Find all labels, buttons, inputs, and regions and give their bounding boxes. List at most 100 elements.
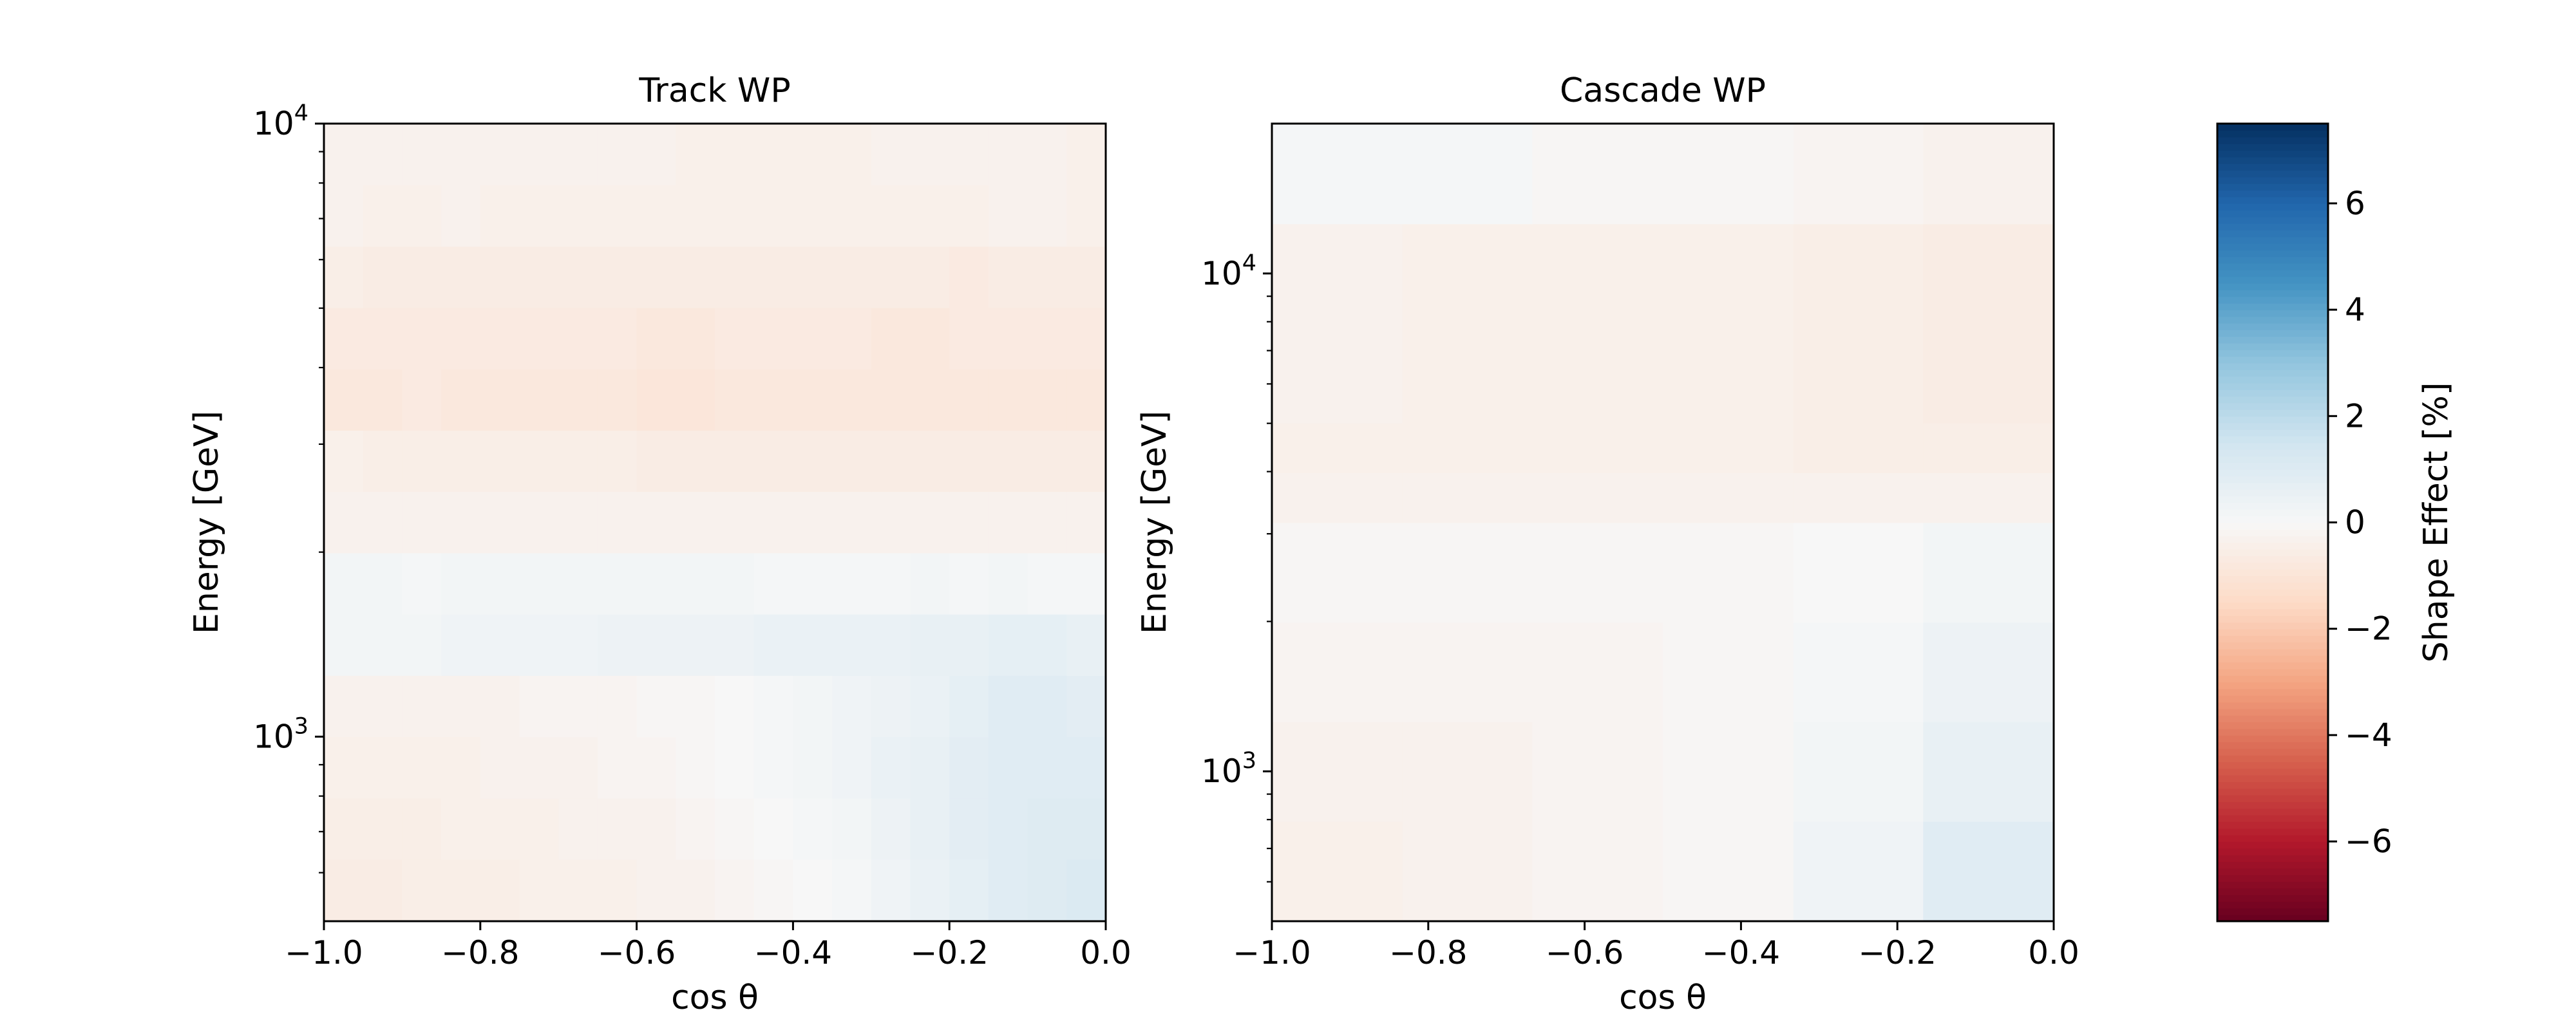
heatmap-cell xyxy=(1402,422,1533,473)
heatmap-cell xyxy=(1066,798,1106,860)
heatmap-cell xyxy=(1793,223,1924,424)
heatmap-cell xyxy=(793,613,833,676)
colorbar-segment xyxy=(2217,502,2328,510)
heatmap-cell xyxy=(519,552,559,615)
heatmap-cell xyxy=(1532,522,1663,623)
heatmap-cell xyxy=(871,246,911,308)
colorbar-segment xyxy=(2217,868,2328,876)
colorbar-segment xyxy=(2217,568,2328,576)
x-tick-label-0: −1.0 xyxy=(285,934,363,971)
colorbar-segment xyxy=(2217,588,2328,596)
heatmap-cell xyxy=(1923,223,2054,424)
heatmap-cell xyxy=(597,859,638,922)
y-axis-label: Energy [GeV] xyxy=(187,411,226,634)
colorbar-segment xyxy=(2217,582,2328,590)
colorbar-segment xyxy=(2217,442,2328,450)
colorbar-segment xyxy=(2217,688,2328,696)
heatmap-cell xyxy=(1923,124,2054,225)
colorbar-segment xyxy=(2217,469,2328,477)
heatmap-cell xyxy=(363,491,403,554)
heatmap-cell xyxy=(949,185,989,247)
heatmap-cell xyxy=(988,798,1028,860)
colorbar-segment xyxy=(2217,476,2328,483)
heatmap-cell xyxy=(1402,821,1533,922)
heatmap-cell xyxy=(871,613,911,676)
heatmap-cell xyxy=(480,368,520,431)
cascade-wp-panel: −1.0 −0.8 −0.6 −0.4 −0.2 0.0 103 104 Cascade WP c… xyxy=(1135,71,2079,1017)
x-tick-label-10: 0.0 xyxy=(1080,934,1132,971)
colorbar-segment xyxy=(2217,456,2328,464)
colorbar-segment xyxy=(2217,323,2328,330)
heatmap-cell xyxy=(715,491,755,554)
heatmap-cell xyxy=(793,859,833,922)
heatmap-cell xyxy=(519,675,559,738)
heatmap-cell xyxy=(480,491,520,554)
heatmap-cell xyxy=(676,246,715,308)
heatmap-cell xyxy=(1066,246,1106,308)
heatmap-cell xyxy=(558,368,598,431)
colorbar-segment xyxy=(2217,622,2328,630)
heatmap-cell xyxy=(597,675,638,738)
colorbar-segment xyxy=(2217,356,2328,364)
heatmap-cell xyxy=(753,552,794,615)
heatmap-cell xyxy=(402,613,442,676)
colorbar-tick-label: −2 xyxy=(2345,610,2392,648)
colorbar-segment xyxy=(2217,675,2328,683)
colorbar-segment xyxy=(2217,668,2328,676)
heatmap-cell xyxy=(1793,422,1924,473)
y-tick-label-1e4: 104 xyxy=(253,100,308,142)
heatmap-cells xyxy=(324,124,1106,922)
heatmap-cell xyxy=(441,185,481,247)
heatmap-cell xyxy=(949,736,989,799)
heatmap-cell xyxy=(1066,859,1106,922)
heatmap-cell xyxy=(910,552,950,615)
colorbar-segment xyxy=(2217,908,2328,915)
colorbar-segment xyxy=(2217,768,2328,776)
heatmap-cell xyxy=(558,124,598,186)
y-axis-label: Energy [GeV] xyxy=(1135,411,1174,634)
heatmap-cell xyxy=(324,613,364,676)
heatmap-cell xyxy=(1027,124,1068,186)
heatmap-cell xyxy=(324,246,364,308)
colorbar-segment xyxy=(2217,542,2328,550)
colorbar-segment xyxy=(2217,728,2328,736)
colorbar-segment xyxy=(2217,136,2328,144)
heatmap-cell xyxy=(558,185,598,247)
x-tick-label-10: 0.0 xyxy=(2028,934,2079,971)
colorbar-segment xyxy=(2217,402,2328,410)
heatmap-cell xyxy=(753,185,794,247)
heatmap-cell xyxy=(1532,721,1663,822)
heatmap-cell xyxy=(793,736,833,799)
heatmap-cell xyxy=(1793,821,1924,922)
heatmap-cell xyxy=(949,430,989,492)
axes-frame xyxy=(1271,122,2055,922)
heatmap-cell xyxy=(988,246,1028,308)
heatmap-cell xyxy=(441,491,481,554)
heatmap-cell xyxy=(636,307,677,370)
heatmap-cell xyxy=(793,246,833,308)
heatmap-cell xyxy=(1663,473,1794,523)
heatmap-cell xyxy=(910,124,950,186)
heatmap-cell xyxy=(1402,721,1533,822)
heatmap-cell xyxy=(558,246,598,308)
heatmap-cell xyxy=(519,368,559,431)
colorbar-segment xyxy=(2217,735,2328,743)
heatmap-cell xyxy=(988,736,1028,799)
heatmap-cell xyxy=(1066,491,1106,554)
heatmap-cell xyxy=(832,613,872,676)
heatmap-cell xyxy=(832,185,872,247)
heatmap-cell xyxy=(1027,736,1068,799)
heatmap-cell xyxy=(480,798,520,860)
heatmap-cell xyxy=(480,613,520,676)
heatmap-cell xyxy=(363,368,403,431)
colorbar-segment xyxy=(2217,256,2328,264)
heatmap-cell xyxy=(1027,552,1068,615)
colorbar-segment xyxy=(2217,655,2328,663)
heatmap-cell xyxy=(949,491,989,554)
heatmap-cell xyxy=(1027,307,1068,370)
colorbar-segment xyxy=(2217,389,2328,397)
colorbar-segment xyxy=(2217,888,2328,895)
colorbar-segment xyxy=(2217,522,2328,530)
heatmap-cell xyxy=(363,859,403,922)
heatmap-cell xyxy=(988,124,1028,186)
